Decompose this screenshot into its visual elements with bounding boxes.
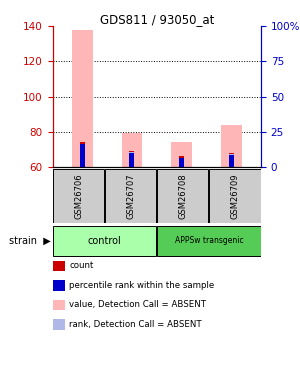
Text: APPSw transgenic: APPSw transgenic [175, 237, 243, 246]
Bar [80, 144, 85, 167]
Bar [171, 142, 192, 167]
Text: GSM26706: GSM26706 [74, 173, 83, 219]
Bar [80, 142, 85, 144]
Text: percentile rank within the sample: percentile rank within the sample [69, 281, 214, 290]
Bar [229, 154, 234, 167]
Bar [72, 30, 93, 167]
Bar [129, 151, 134, 167]
Text: control: control [88, 236, 122, 246]
Bar [209, 169, 260, 223]
Text: rank, Detection Call = ABSENT: rank, Detection Call = ABSENT [69, 320, 202, 329]
Bar [129, 153, 134, 167]
Bar [221, 124, 242, 167]
Bar [157, 226, 260, 256]
Bar [229, 153, 234, 154]
Text: strain  ▶: strain ▶ [9, 236, 51, 246]
Bar [122, 134, 142, 167]
Bar [179, 156, 184, 167]
Bar [179, 158, 184, 167]
Bar [80, 142, 85, 167]
Title: GDS811 / 93050_at: GDS811 / 93050_at [100, 13, 214, 26]
Bar [179, 156, 184, 158]
Bar [53, 169, 104, 223]
Text: value, Detection Call = ABSENT: value, Detection Call = ABSENT [69, 300, 206, 309]
Bar [229, 153, 234, 167]
Bar [53, 226, 156, 256]
Bar [129, 151, 134, 153]
Text: GSM26707: GSM26707 [126, 173, 135, 219]
Bar [105, 169, 156, 223]
Text: GSM26708: GSM26708 [178, 173, 187, 219]
Text: GSM26709: GSM26709 [230, 173, 239, 219]
Text: count: count [69, 261, 93, 270]
Bar [157, 169, 208, 223]
